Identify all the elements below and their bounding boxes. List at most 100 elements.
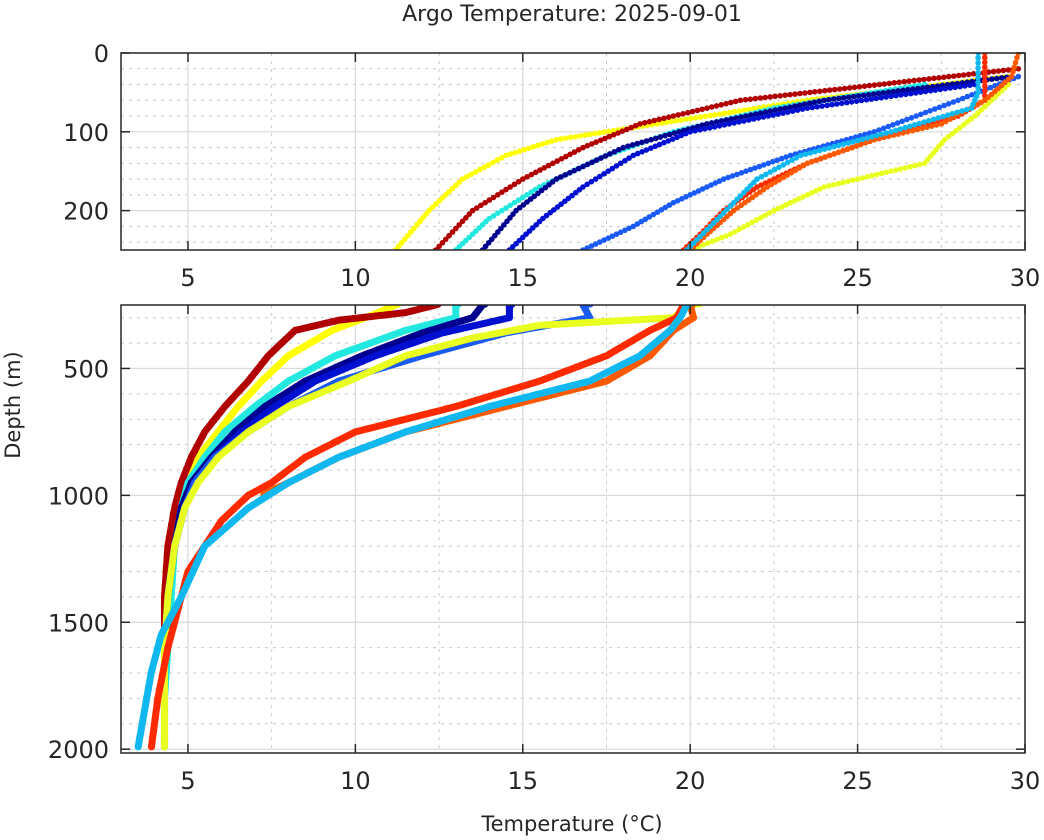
data-point bbox=[975, 84, 981, 91]
data-point bbox=[821, 146, 828, 152]
data-point bbox=[762, 212, 768, 219]
data-point bbox=[725, 174, 731, 181]
data-point bbox=[897, 126, 904, 132]
data-point bbox=[957, 83, 963, 90]
data-point bbox=[683, 130, 689, 137]
x-tick-label: 30 bbox=[1010, 767, 1041, 795]
data-point bbox=[907, 123, 913, 129]
data-point bbox=[845, 178, 851, 185]
data-point bbox=[841, 95, 847, 101]
data-point bbox=[883, 94, 889, 100]
data-point bbox=[731, 120, 737, 126]
data-point bbox=[806, 100, 813, 106]
data-point bbox=[718, 234, 725, 241]
data-point bbox=[586, 131, 593, 138]
data-point bbox=[714, 216, 720, 223]
data-point bbox=[836, 86, 843, 92]
data-point bbox=[673, 118, 679, 124]
data-point bbox=[683, 116, 689, 123]
data-point bbox=[767, 169, 773, 175]
data-point bbox=[946, 73, 952, 80]
data-point bbox=[865, 91, 872, 98]
data-point bbox=[626, 155, 632, 161]
data-point bbox=[774, 157, 780, 163]
data-point bbox=[942, 85, 948, 92]
data-point bbox=[883, 130, 890, 136]
data-point bbox=[526, 145, 532, 152]
data-point bbox=[926, 117, 932, 124]
data-point bbox=[661, 139, 667, 146]
data-point bbox=[856, 84, 863, 90]
data-point bbox=[747, 166, 754, 173]
data-point bbox=[634, 140, 640, 147]
data-point bbox=[607, 151, 613, 157]
data-point bbox=[963, 106, 970, 113]
data-point bbox=[787, 104, 793, 110]
data-point bbox=[907, 163, 913, 170]
data-point bbox=[831, 143, 837, 150]
data-point bbox=[937, 86, 944, 93]
data-point bbox=[520, 194, 526, 201]
data-point bbox=[637, 121, 643, 127]
y-tick-label: 1500 bbox=[48, 609, 109, 637]
data-point bbox=[871, 82, 878, 88]
data-point bbox=[567, 151, 573, 158]
x-tick-label: 10 bbox=[340, 264, 371, 292]
data-point bbox=[753, 111, 759, 117]
data-point bbox=[787, 91, 793, 98]
data-point bbox=[732, 98, 739, 105]
data-point bbox=[704, 121, 710, 127]
data-point bbox=[762, 94, 768, 101]
data-point bbox=[582, 132, 588, 138]
data-point bbox=[589, 141, 595, 147]
data-point bbox=[924, 124, 930, 131]
data-point bbox=[953, 128, 959, 134]
data-point bbox=[727, 203, 734, 209]
data-point bbox=[797, 90, 803, 97]
data-point bbox=[782, 105, 788, 111]
data-point bbox=[714, 236, 720, 243]
data-point bbox=[528, 171, 535, 178]
y-axis-label: Depth (m) bbox=[1, 351, 25, 458]
data-point bbox=[591, 130, 598, 137]
data-point bbox=[704, 184, 710, 190]
data-point bbox=[593, 157, 600, 163]
data-point bbox=[763, 171, 769, 178]
data-point bbox=[972, 113, 978, 119]
data-point bbox=[870, 91, 877, 97]
data-point bbox=[905, 129, 911, 135]
data-point bbox=[692, 128, 698, 134]
data-point bbox=[858, 97, 865, 104]
data-point bbox=[685, 109, 691, 116]
data-point bbox=[669, 136, 676, 142]
data-point bbox=[511, 181, 518, 188]
data-point bbox=[723, 117, 730, 123]
data-point bbox=[515, 178, 522, 185]
data-point bbox=[745, 222, 751, 228]
data-point bbox=[757, 110, 764, 116]
data-point bbox=[592, 241, 599, 247]
data-point bbox=[656, 141, 663, 148]
series-profile-5 bbox=[506, 81, 978, 250]
data-point bbox=[916, 77, 922, 83]
data-point bbox=[429, 250, 435, 256]
data-point bbox=[697, 127, 703, 133]
data-point bbox=[859, 136, 866, 143]
data-point bbox=[709, 238, 716, 244]
data-point bbox=[580, 144, 586, 151]
data-point bbox=[875, 90, 882, 97]
data-point bbox=[741, 118, 747, 124]
data-point bbox=[592, 176, 599, 182]
data-point bbox=[446, 232, 452, 239]
data-point bbox=[575, 147, 582, 153]
data-point bbox=[890, 122, 896, 128]
data-point bbox=[593, 139, 599, 145]
data-point bbox=[826, 152, 833, 159]
data-point bbox=[849, 144, 855, 151]
data-point bbox=[752, 95, 759, 102]
data-point bbox=[982, 97, 988, 104]
data-point bbox=[720, 176, 727, 182]
data-point bbox=[507, 202, 513, 209]
data-point bbox=[503, 205, 509, 211]
series-group bbox=[392, 53, 1022, 256]
